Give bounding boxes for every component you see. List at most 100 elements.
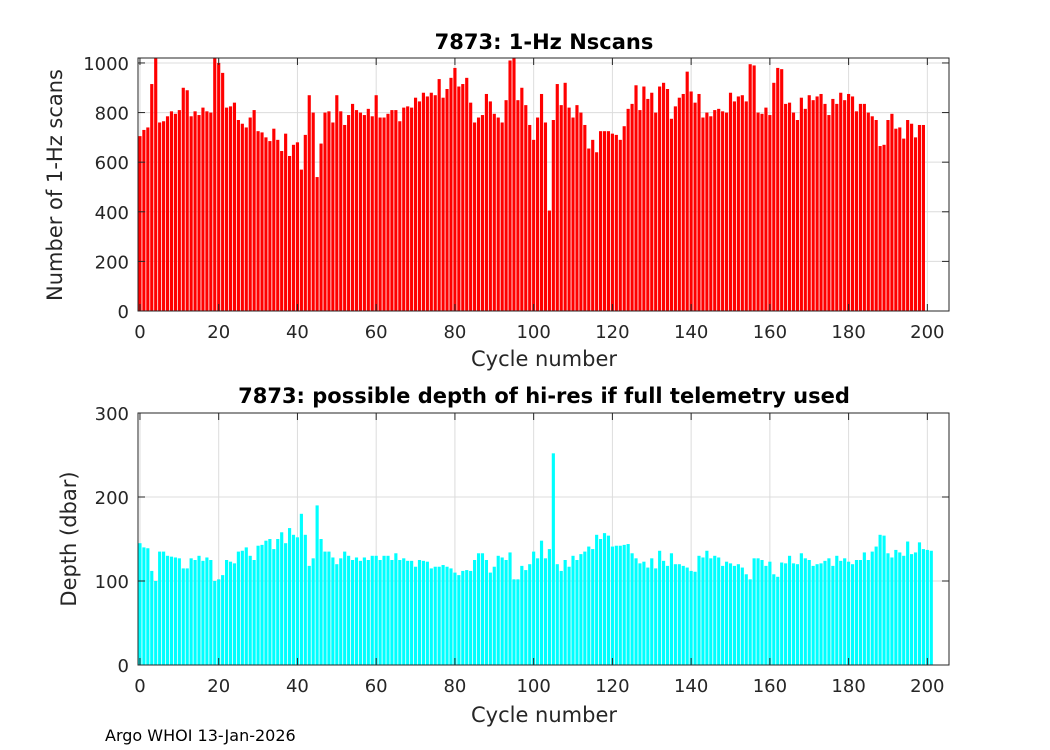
nscans-x-tick-label: 40 [286, 322, 309, 343]
nscans-bar [347, 115, 351, 311]
depth-bar [819, 563, 823, 665]
nscans-bars [138, 58, 925, 312]
nscans-bar [524, 105, 528, 311]
nscans-bar [799, 97, 803, 311]
depth-bar [815, 564, 819, 665]
depth-bar [913, 552, 918, 665]
nscans-bar [492, 113, 496, 311]
depth-x-tick-label: 20 [207, 676, 230, 697]
depth-bar [142, 547, 146, 665]
depth-bar [484, 560, 488, 665]
depth-bar [910, 554, 914, 665]
nscans-bar [453, 67, 457, 311]
depth-bar [288, 528, 292, 665]
depth-bar [429, 568, 433, 665]
nscans-bar [307, 95, 311, 312]
depth-bar [327, 551, 331, 665]
depth-bar [654, 568, 658, 665]
depth-y-tick-label: 200 [95, 488, 129, 509]
nscans-bar [571, 117, 575, 311]
depth-bar [413, 566, 418, 665]
nscans-bar [445, 89, 449, 311]
nscans-bar [685, 71, 689, 311]
nscans-x-tick-label: 80 [443, 322, 466, 343]
depth-bar [807, 560, 811, 665]
depth-bar [827, 558, 831, 665]
nscans-bar [902, 138, 906, 311]
depth-bar [437, 566, 441, 665]
depth-bar [205, 557, 209, 665]
depth-bar [752, 558, 756, 665]
depth-x-tick-label: 100 [516, 676, 550, 697]
depth-bar [189, 558, 193, 665]
depth-bar [784, 563, 788, 665]
nscans-bar [185, 90, 189, 311]
nscans-bar [366, 108, 370, 311]
nscans-bar [677, 97, 681, 311]
depth-y-tick-label: 0 [118, 656, 129, 677]
depth-bar [417, 560, 422, 665]
depth-bar [256, 545, 260, 665]
nscans-bar [689, 91, 693, 312]
nscans-bar [500, 122, 504, 312]
depth-bar [492, 566, 496, 665]
depth-bars [138, 453, 933, 665]
nscans-bar [697, 93, 701, 311]
depth-bar [169, 556, 174, 665]
nscans-x-tick-label: 140 [674, 322, 708, 343]
depth-bar [839, 560, 843, 665]
depth-bar [374, 555, 378, 665]
nscans-bar [488, 101, 492, 311]
nscans-bar [331, 122, 335, 312]
nscans-bar [614, 134, 618, 311]
nscans-bar [189, 116, 193, 311]
footer-credit: Argo WHOI 13-Jan-2026 [105, 726, 296, 745]
depth-bar [524, 570, 528, 665]
depth-bar [213, 581, 217, 665]
depth-bar [862, 552, 866, 665]
depth-bar [567, 566, 571, 665]
nscans-bar [862, 103, 866, 311]
nscans-bar [213, 58, 217, 311]
depth-bar [469, 570, 473, 665]
depth-bar [697, 555, 701, 665]
nscans-bar [236, 120, 240, 311]
nscans-x-tick-label: 120 [595, 322, 629, 343]
depth-bar [284, 543, 288, 665]
nscans-bar [429, 92, 433, 311]
depth-bar [709, 558, 713, 665]
nscans-bar [469, 102, 473, 312]
nscans-y-tick-label: 0 [118, 302, 129, 323]
nscans-bar [555, 84, 559, 311]
depth-bar [185, 568, 189, 665]
nscans-bar [559, 105, 563, 311]
depth-bar [756, 558, 760, 665]
depth-bar [315, 505, 319, 665]
nscans-bar [921, 124, 925, 311]
depth-bar [138, 543, 142, 665]
nscans-bar [784, 103, 788, 311]
depth-bar [665, 565, 670, 665]
depth-bar [925, 549, 929, 665]
depth-bar [303, 534, 307, 665]
depth-x-tick-label: 140 [674, 676, 708, 697]
nscans-bar [370, 116, 374, 311]
nscans-bar [724, 112, 729, 311]
depth-x-tick-label: 180 [831, 676, 865, 697]
nscans-bar [449, 77, 453, 311]
nscans-bar [386, 113, 390, 311]
nscans-bar [850, 96, 855, 311]
depth-bar [476, 553, 481, 665]
depth-bar [311, 558, 315, 665]
depth-bar [705, 550, 709, 665]
nscans-bar [807, 95, 811, 312]
nscans-bar [473, 122, 477, 312]
depth-bar [291, 534, 296, 665]
depth-bar [571, 555, 575, 665]
depth-bar [878, 534, 882, 665]
depth-bar [642, 561, 646, 665]
depth-bar [146, 548, 150, 665]
nscans-bar [721, 111, 725, 311]
depth-bar [394, 553, 398, 665]
nscans-bar [421, 92, 425, 311]
